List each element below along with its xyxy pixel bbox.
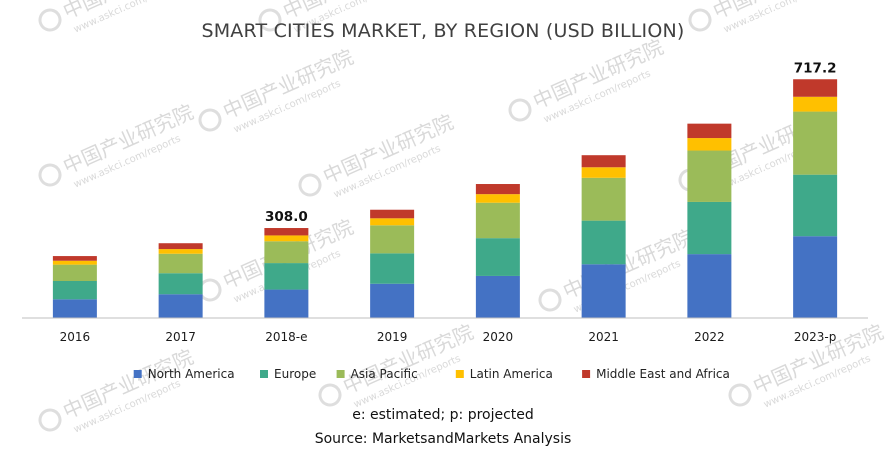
bar-latin-america-2020 <box>475 194 520 203</box>
bar-middle-east-and-africa-2021 <box>581 155 626 168</box>
legend-label: Latin America <box>470 367 553 381</box>
bar-europe-2016 <box>52 281 97 300</box>
bar-asia-pacific-2019 <box>370 225 415 254</box>
bar-asia-pacific-2016 <box>52 264 97 281</box>
watermark-logo-icon <box>318 383 342 407</box>
legend-label: North America <box>148 367 235 381</box>
legend-item-asia-pacific: Asia Pacific <box>336 367 418 381</box>
bar-north-america-2016 <box>52 299 97 318</box>
watermark-logo-icon <box>198 108 222 132</box>
bars <box>52 79 838 318</box>
x-tick-labels: 2016 2017 2018-e 2019 2020 2021 2022 2023-p <box>60 330 837 344</box>
x-tick-2021: 2021 <box>588 330 619 344</box>
legend-item-europe: Europe <box>260 367 316 381</box>
legend-swatch <box>133 370 142 378</box>
legend-item-latin-america: Latin America <box>455 367 553 381</box>
bar-latin-america-2022 <box>687 138 732 151</box>
bar-europe-2020 <box>475 238 520 276</box>
bar-north-america-2019 <box>370 283 415 318</box>
bar-north-america-2021 <box>581 264 626 318</box>
legend-label: Asia Pacific <box>351 367 418 381</box>
bar-north-america-2017 <box>158 294 203 318</box>
data-labels: 308.0 717.2 <box>265 60 836 225</box>
bar-latin-america-2021 <box>581 167 626 178</box>
watermark-logo-icon <box>38 163 62 187</box>
legend-item-middle-east-and-africa: Middle East and Africa <box>582 367 730 381</box>
legend-swatch <box>336 370 345 378</box>
bar-asia-pacific-2018-e <box>264 241 309 264</box>
bar-asia-pacific-2023-p <box>793 111 838 175</box>
bar-middle-east-and-africa-2017 <box>158 243 203 250</box>
watermark-logo-icon <box>508 98 532 122</box>
bar-europe-2022 <box>687 201 732 255</box>
watermark-logo-icon <box>38 8 62 32</box>
legend-swatch <box>260 370 268 378</box>
watermark-logo-icon <box>258 8 282 32</box>
bar-latin-america-2018-e <box>264 235 309 242</box>
x-tick-2023-p: 2023-p <box>794 330 837 344</box>
note-source: Source: MarketsandMarkets Analysis <box>315 431 572 447</box>
data-label-2018-e: 308.0 <box>265 209 308 225</box>
watermark-logo-icon <box>38 408 62 432</box>
note-estimated-projected: e: estimated; p: projected <box>352 407 534 423</box>
bar-middle-east-and-africa-2019 <box>370 209 415 219</box>
bar-middle-east-and-africa-2020 <box>475 184 520 195</box>
bar-europe-2021 <box>581 220 626 265</box>
bar-latin-america-2016 <box>52 260 97 265</box>
x-tick-2018-e: 2018-e <box>265 330 307 344</box>
bar-middle-east-and-africa-2016 <box>52 256 97 261</box>
x-tick-2016: 2016 <box>60 330 91 344</box>
watermark-logo-icon <box>538 288 562 312</box>
bar-asia-pacific-2021 <box>581 177 626 221</box>
bar-north-america-2022 <box>687 254 732 318</box>
bar-north-america-2023-p <box>793 236 838 318</box>
x-tick-2019: 2019 <box>377 330 408 344</box>
bar-asia-pacific-2017 <box>158 253 203 274</box>
legend-label: Middle East and Africa <box>596 367 730 381</box>
x-tick-2022: 2022 <box>694 330 725 344</box>
bar-asia-pacific-2022 <box>687 150 732 202</box>
bar-europe-2018-e <box>264 263 309 290</box>
bar-middle-east-and-africa-2023-p <box>793 79 838 97</box>
bar-north-america-2018-e <box>264 289 309 318</box>
watermark-logo-icon <box>298 173 322 197</box>
bar-europe-2017 <box>158 273 203 295</box>
bar-europe-2023-p <box>793 174 838 237</box>
bar-latin-america-2023-p <box>793 96 838 112</box>
legend-swatch <box>582 370 591 378</box>
bar-europe-2019 <box>370 253 415 284</box>
bar-middle-east-and-africa-2018-e <box>264 228 309 236</box>
x-tick-2017: 2017 <box>165 330 196 344</box>
bar-north-america-2020 <box>475 275 520 318</box>
data-label-2023-p: 717.2 <box>794 60 837 76</box>
bar-middle-east-and-africa-2022 <box>687 123 732 139</box>
watermark-logo-icon <box>728 383 752 407</box>
bar-latin-america-2019 <box>370 218 415 226</box>
legend-item-north-america: North America <box>133 367 235 381</box>
chart-title: SMART CITIES MARKET, BY REGION (USD BILL… <box>201 20 684 42</box>
watermark-logo-icon <box>688 8 712 32</box>
legend-swatch <box>455 370 464 378</box>
legend-label: Europe <box>274 367 316 381</box>
x-tick-2020: 2020 <box>483 330 514 344</box>
bar-asia-pacific-2020 <box>475 202 520 239</box>
legend: North America Europe Asia Pacific Latin Ame… <box>133 367 730 381</box>
bar-latin-america-2017 <box>158 249 203 254</box>
